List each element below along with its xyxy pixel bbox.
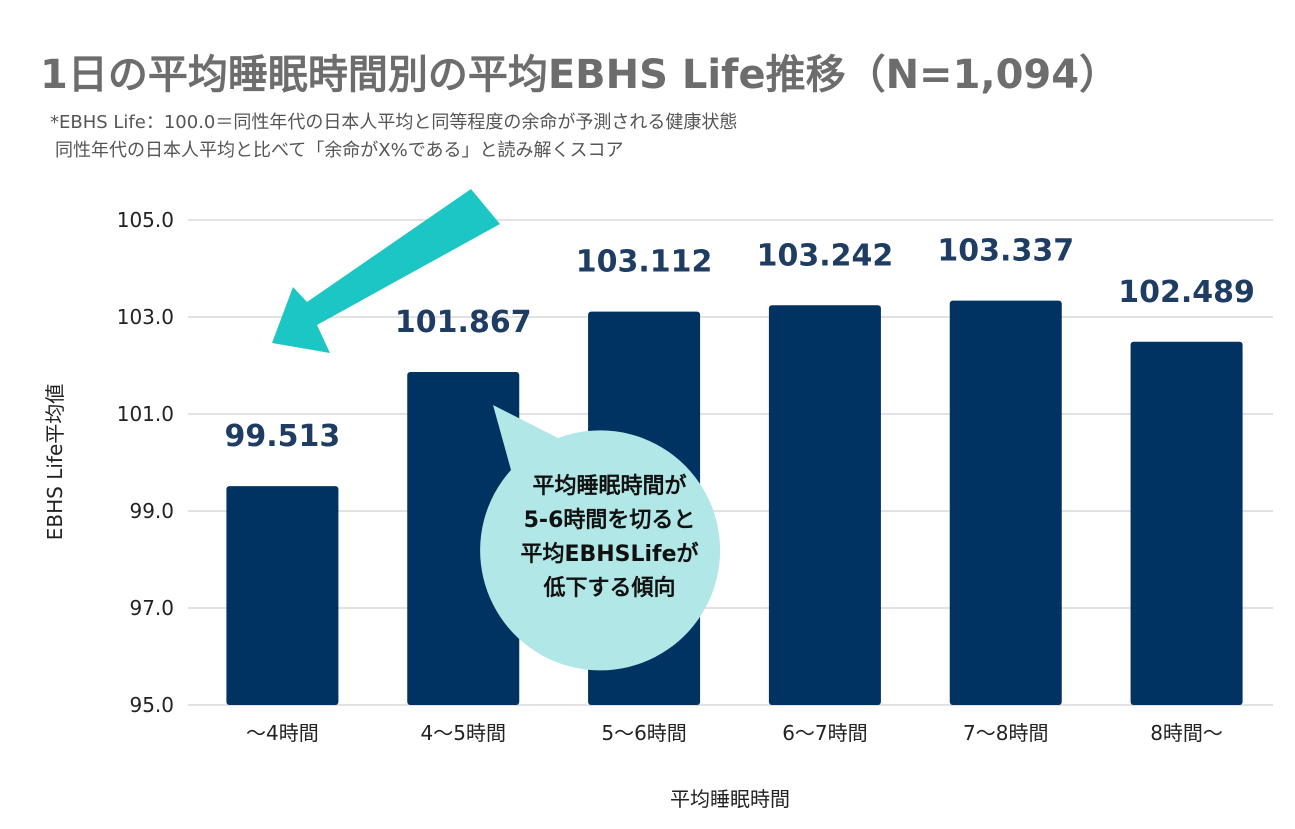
data-label: 103.242: [757, 238, 894, 273]
callout-line-2: 5-6時間を切ると: [487, 504, 732, 538]
x-tick-label: 5～6時間: [601, 721, 686, 745]
x-axis-label: 平均睡眠時間: [670, 787, 790, 811]
data-label: 103.112: [576, 245, 713, 280]
bar: [1131, 342, 1243, 705]
callout-line-1: 平均睡眠時間が: [487, 470, 732, 504]
y-axis-label: EBHS Life平均値: [43, 384, 67, 541]
callout-line-4: 低下する傾向: [487, 572, 732, 606]
data-label: 99.513: [225, 419, 341, 454]
y-tick-label: 97.0: [129, 596, 174, 620]
y-tick-label: 103.0: [117, 305, 174, 329]
x-tick-label: 4～5時間: [421, 721, 506, 745]
data-label: 101.867: [395, 305, 532, 340]
data-label: 102.489: [1118, 275, 1255, 310]
x-tick-label: 7～8時間: [963, 721, 1048, 745]
y-tick-label: 95.0: [129, 693, 174, 717]
bar: [950, 301, 1062, 705]
callout-text: 平均睡眠時間が 5-6時間を切ると 平均EBHSLifeが 低下する傾向: [487, 470, 732, 606]
bar: [226, 486, 338, 705]
y-tick-label: 99.0: [129, 499, 174, 523]
x-tick-label: ～4時間: [246, 721, 319, 745]
y-tick-label: 101.0: [117, 402, 174, 426]
callout-line-3: 平均EBHSLifeが: [487, 538, 732, 572]
y-tick-label: 105.0: [117, 208, 174, 232]
bar: [769, 305, 881, 705]
x-tick-label: 6～7時間: [782, 721, 867, 745]
bar-layer: [226, 301, 1242, 705]
x-tick-label: 8時間～: [1150, 721, 1223, 745]
data-label: 103.337: [937, 234, 1074, 269]
